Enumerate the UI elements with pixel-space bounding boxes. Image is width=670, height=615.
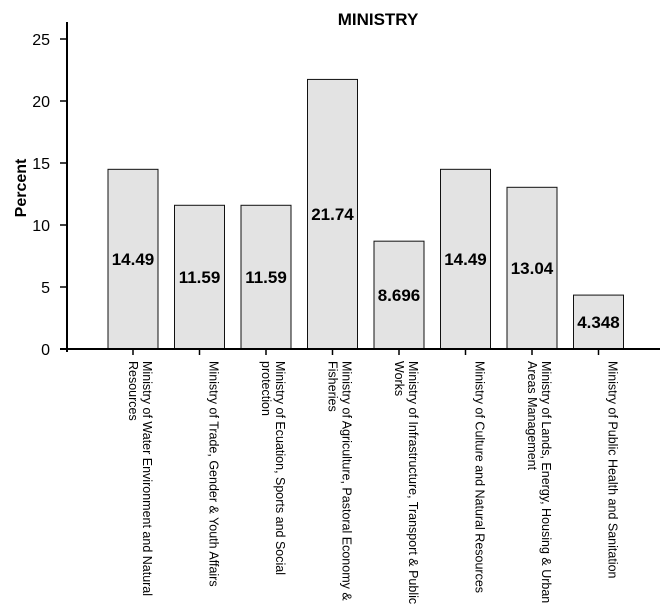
bar xyxy=(240,204,292,350)
x-category-label-line: Ministry of Water Environment and Natura… xyxy=(140,361,154,596)
y-tick-label: 15 xyxy=(32,156,50,173)
x-category-label: Ministry of Culture and Natural Resource… xyxy=(473,361,487,593)
data-label: 8.696 xyxy=(378,286,421,305)
x-category-label-line: Works xyxy=(392,361,406,396)
bars xyxy=(107,78,624,355)
x-category-label: Ministry of Ecuation, Sports and Socialp… xyxy=(259,361,287,575)
x-category-label: Ministry of Trade, Gender & Youth Affair… xyxy=(207,361,221,587)
x-axis-category-labels: Ministry of Water Environment and Natura… xyxy=(126,361,620,604)
data-label: 14.49 xyxy=(444,250,487,269)
y-axis-label: Percent xyxy=(13,158,30,217)
x-category-label-line: Fisheries xyxy=(326,361,340,412)
x-category-label-line: Resources xyxy=(126,361,140,421)
y-tick-label: 0 xyxy=(41,342,50,359)
x-category-label: Ministry of Lands, Energy, Housing & Urb… xyxy=(525,361,553,603)
bar xyxy=(573,294,624,350)
x-category-label-line: protection xyxy=(259,361,273,416)
bar xyxy=(506,186,558,350)
x-category-label: Ministry of Agriculture, Pastoral Econom… xyxy=(326,361,354,601)
data-label: 13.04 xyxy=(511,259,554,278)
x-category-label: Ministry of Infrastructure, Transport & … xyxy=(392,361,420,604)
y-tick-label: 25 xyxy=(32,32,50,49)
data-label: 11.59 xyxy=(245,268,287,287)
bar xyxy=(440,168,491,350)
chart-title: MINISTRY xyxy=(338,10,419,29)
x-category-label: Ministry of Water Environment and Natura… xyxy=(126,361,154,596)
data-label: 11.59 xyxy=(179,268,221,287)
y-tick-label: 10 xyxy=(32,218,50,235)
x-category-label-line: Ministry of Public Health and Sanitation xyxy=(606,361,620,579)
y-tick-label: 20 xyxy=(32,94,50,111)
x-category-label: Ministry of Public Health and Sanitation xyxy=(606,361,620,579)
bar xyxy=(174,204,225,350)
x-category-label-line: Areas Management xyxy=(525,361,539,471)
y-tick-label: 5 xyxy=(41,280,50,297)
x-category-label-line: Ministry of Trade, Gender & Youth Affair… xyxy=(207,361,221,587)
x-category-label-line: Ministry of Lands, Energy, Housing & Urb… xyxy=(539,361,553,603)
x-category-label-line: Ministry of Culture and Natural Resource… xyxy=(473,361,487,593)
bar xyxy=(373,240,425,350)
data-labels: 14.49 11.59 11.59 21.74 8.696 14.49 13.04 4.348 xyxy=(112,205,620,332)
x-category-label-line: Ministry of Agriculture, Pastoral Econom… xyxy=(340,361,354,601)
data-label: 4.348 xyxy=(577,313,620,332)
y-axis-ticks: 0 5 10 15 20 25 xyxy=(32,32,67,359)
x-category-label-line: Ministry of Infrastructure, Transport & … xyxy=(406,361,420,604)
data-label: 21.74 xyxy=(311,205,354,224)
data-label: 14.49 xyxy=(112,250,155,269)
x-category-label-line: Ministry of Ecuation, Sports and Social xyxy=(273,361,287,575)
